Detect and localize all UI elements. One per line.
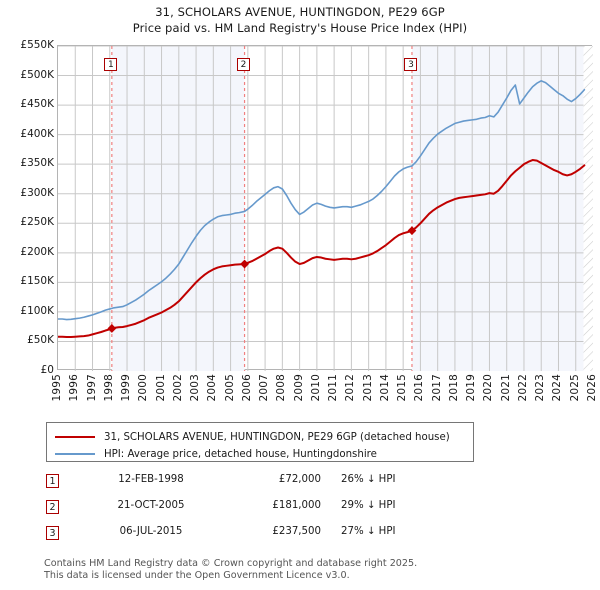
- x-axis-tick-label: 2012: [344, 374, 357, 402]
- x-axis-tick-label: 2020: [482, 374, 495, 402]
- x-axis-tick-label: 2024: [551, 374, 564, 402]
- y-axis-tick-label: £0: [40, 364, 54, 376]
- y-axis-tick-label: £50K: [27, 334, 54, 347]
- x-axis-tick-label: 2019: [465, 374, 478, 402]
- y-axis-tick-label: £400K: [20, 127, 54, 140]
- transaction-hpi-delta: 26% ↓ HPI: [341, 474, 396, 485]
- transaction-index-badge: 2: [46, 500, 59, 514]
- series-hpi: [58, 80, 586, 321]
- x-axis-tick-label: 2006: [240, 374, 253, 402]
- x-axis-tick-label: 1997: [85, 374, 98, 402]
- x-axis-tick-label: 2001: [154, 374, 167, 402]
- table-row: 1 12-FEB-1998 £72,000 26% ↓ HPI: [46, 472, 466, 498]
- y-axis-tick-label: £450K: [20, 98, 54, 111]
- sale-marker-flag: 2: [237, 58, 251, 71]
- x-axis-tick-label: 2005: [223, 374, 236, 402]
- y-axis-tick-label: £550K: [20, 39, 54, 51]
- x-axis-tick-label: 2008: [275, 374, 288, 402]
- footer-line-2: This data is licensed under the Open Gov…: [44, 569, 350, 581]
- chart-legend: 31, SCHOLARS AVENUE, HUNTINGDON, PE29 6G…: [46, 422, 474, 462]
- x-axis-tick-label: 2003: [189, 374, 202, 402]
- transaction-date: 06-JUL-2015: [119, 526, 183, 537]
- y-axis-tick-label: £350K: [20, 157, 54, 170]
- x-axis-tick-label: 2017: [430, 374, 443, 402]
- grid-lines: [58, 46, 593, 371]
- transactions-table: 1 12-FEB-1998 £72,000 26% ↓ HPI 2 21-OCT-2005…: [46, 472, 466, 550]
- x-axis-tick-label: 2010: [309, 374, 322, 402]
- transaction-hpi-delta: 27% ↓ HPI: [341, 526, 396, 537]
- sale-marker-flag: 1: [104, 58, 118, 71]
- x-axis-tick-label: 2002: [171, 374, 184, 402]
- sale-marker-lines: [111, 46, 413, 371]
- footer-line-1: Contains HM Land Registry data © Crown c…: [44, 558, 418, 569]
- x-axis-tick-label: 1995: [51, 374, 63, 402]
- plot-area: [57, 45, 593, 371]
- legend-item: HPI: Average price, detached house, Hunt…: [55, 446, 377, 462]
- series-price-paid: [58, 159, 586, 339]
- x-axis-tick-label: 2018: [447, 374, 460, 402]
- x-axis-tick-label: 2014: [378, 374, 391, 402]
- footer-attribution: Contains HM Land Registry data © Crown c…: [44, 558, 564, 581]
- legend-item-label: 31, SCHOLARS AVENUE, HUNTINGDON, PE29 6G…: [104, 431, 450, 443]
- legend-color-swatch: [55, 453, 95, 455]
- y-axis-tick-label: £100K: [20, 304, 54, 317]
- x-axis-tick-label: 2022: [516, 374, 529, 402]
- x-axis-tick-label: 2021: [499, 374, 512, 402]
- transaction-date: 21-OCT-2005: [117, 500, 185, 511]
- x-axis-tick-label: 2013: [361, 374, 374, 402]
- sale-marker-flag: 3: [404, 58, 418, 71]
- y-axis-tick-label: £200K: [20, 245, 54, 258]
- x-axis-tick-label: 1996: [68, 374, 81, 402]
- transaction-index-badge: 3: [46, 526, 59, 540]
- page-title: 31, SCHOLARS AVENUE, HUNTINGDON, PE29 6G…: [155, 5, 445, 19]
- x-axis-tick-label: 1998: [102, 374, 115, 402]
- x-axis-tick-label: 2004: [206, 374, 219, 402]
- page-subtitle: Price paid vs. HM Land Registry's House …: [132, 21, 468, 35]
- x-axis-tick-label: 2023: [534, 374, 547, 402]
- x-axis-tick-label: 2015: [396, 374, 409, 402]
- x-axis-tick-label: 2011: [327, 374, 340, 402]
- shaded-bands: [111, 46, 593, 371]
- legend-item: 31, SCHOLARS AVENUE, HUNTINGDON, PE29 6G…: [55, 429, 450, 445]
- transaction-price: £72,000: [278, 474, 321, 485]
- x-axis-tick-label: 2009: [292, 374, 305, 402]
- x-axis-tick-label: 2000: [137, 374, 150, 402]
- transaction-hpi-delta: 29% ↓ HPI: [341, 500, 396, 511]
- sale-point-marker: [407, 226, 417, 236]
- x-axis-ticks: 1995 1996 1997 1998 1999 2000 2001 2002 2003 2004…: [51, 374, 598, 414]
- legend-item-label: HPI: Average price, detached house, Hunt…: [104, 448, 377, 460]
- data-series: [58, 80, 586, 339]
- legend-color-swatch: [55, 436, 95, 438]
- forecast-hatch-band: [583, 46, 593, 371]
- x-axis-tick-label: 2016: [413, 374, 426, 402]
- x-axis-tick-label: 2007: [258, 374, 271, 402]
- x-axis-tick-label: 2026: [586, 374, 598, 402]
- transaction-price: £237,500: [272, 526, 321, 537]
- chart-title-block: 31, SCHOLARS AVENUE, HUNTINGDON, PE29 6G…: [0, 4, 600, 36]
- transaction-price: £181,000: [272, 500, 321, 511]
- x-axis-tick-label: 2025: [568, 374, 581, 402]
- chart-canvas: [58, 46, 593, 371]
- y-axis-ticks: £0 £50K £100K £150K £200K £250K £300K £350K £400…: [0, 39, 54, 376]
- y-axis-tick-label: £250K: [20, 216, 54, 229]
- transaction-index-badge: 1: [46, 474, 59, 488]
- table-row: 2 21-OCT-2005 £181,000 29% ↓ HPI: [46, 498, 466, 524]
- x-axis-tick-label: 1999: [120, 374, 133, 402]
- transaction-date: 12-FEB-1998: [118, 474, 184, 485]
- table-row: 3 06-JUL-2015 £237,500 27% ↓ HPI: [46, 524, 466, 550]
- y-axis-tick-label: £500K: [20, 68, 54, 81]
- y-axis-tick-label: £300K: [20, 186, 54, 199]
- sale-point-marker: [240, 259, 249, 269]
- y-axis-tick-label: £150K: [20, 275, 54, 288]
